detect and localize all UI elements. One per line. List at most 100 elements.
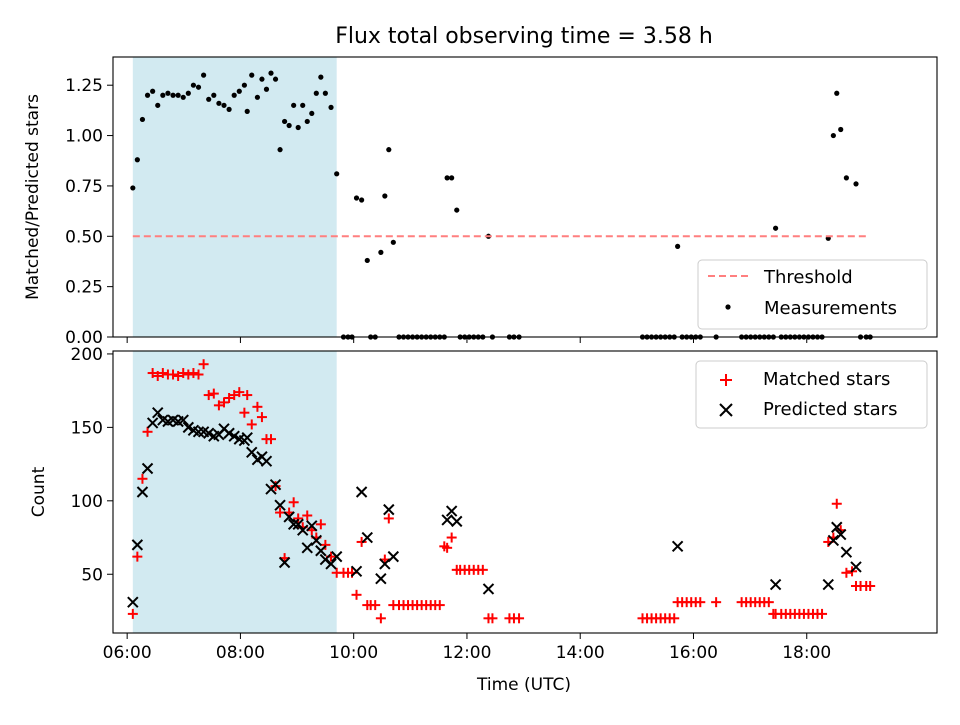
measurement-point (830, 132, 836, 139)
matched-star-point (147, 368, 158, 379)
bottom-axes-frame (112, 350, 938, 634)
measurement-point (454, 207, 460, 213)
predicted-star-point (383, 503, 395, 516)
matched-star-point (193, 369, 204, 380)
predicted-star-point (315, 545, 327, 557)
predicted-star-point (671, 540, 684, 553)
matched-star-point (127, 608, 138, 619)
bottom-y-ticks: 50 100 150 200 (71, 345, 113, 585)
matched-star-point (315, 519, 326, 530)
predicted-star-point (136, 486, 149, 498)
measurement-point (221, 102, 227, 108)
measurement-point (155, 102, 161, 108)
bottom-ytick-label: 100 (71, 492, 103, 512)
predicted-star-point (355, 486, 368, 498)
predicted-star-point (127, 596, 139, 608)
bottom-xtick-label: 18:00 (782, 643, 831, 663)
bottom-ytick-label: 50 (81, 565, 103, 585)
matched-star-point (152, 370, 163, 381)
top-panel: 0.00 0.25 0.50 0.75 1.00 1.25 Matched/Predict… (23, 56, 938, 348)
x-axis-label: Time (UTC) (476, 675, 571, 695)
top-legend: Threshold Measurements (697, 259, 928, 330)
predicted-star-point (131, 539, 144, 551)
measurement-point (241, 82, 247, 88)
predicted-star-point (827, 534, 840, 547)
legend-matched-swatch (720, 374, 732, 386)
chart-title: Flux total observing time = 3.58 h (335, 24, 713, 49)
measurement-point (364, 257, 370, 264)
bottom-ytick-label: 200 (71, 345, 103, 365)
measurement-point (180, 94, 186, 100)
matched-star-point (239, 407, 250, 418)
measurement-point (853, 181, 859, 187)
matched-star-point (487, 613, 498, 624)
top-x-ticks (126, 337, 808, 343)
matched-star-point (288, 497, 299, 508)
measurement-point (449, 175, 455, 181)
bottom-xtick-label: 14:00 (556, 643, 605, 663)
measurement-point (244, 108, 250, 114)
matched-star-point (356, 536, 367, 547)
measurement-point (216, 100, 222, 106)
matched-star-point (669, 613, 680, 624)
measurement-point (843, 175, 849, 181)
measurement-point (259, 76, 265, 82)
matched-star-point (442, 542, 453, 553)
predicted-star-point (441, 514, 453, 526)
predicted-star-point (822, 578, 834, 591)
measurement-point (675, 243, 681, 249)
matched-star-point (213, 400, 224, 411)
predicted-star-point (283, 511, 295, 523)
measurement-point (160, 92, 166, 98)
bottom-xtick-label: 08:00 (216, 643, 265, 663)
top-axes-frame (112, 56, 938, 338)
predicted-star-point (241, 431, 253, 444)
predicted-star-point (301, 542, 313, 554)
predicted-star-point (274, 499, 286, 511)
top-y-axis-label: Matched/Predicted stars (23, 94, 43, 300)
top-ytick-label: 0.00 (65, 328, 103, 348)
matched-star-point (275, 507, 286, 518)
legend-matched-label: Matched stars (763, 369, 890, 390)
matched-star-point (242, 390, 253, 401)
matched-star-point (203, 390, 214, 401)
predicted-star-point (146, 417, 159, 429)
measurement-point (190, 82, 197, 88)
top-y-ticks: 0.00 0.25 0.50 0.75 1.00 1.25 (65, 76, 113, 348)
measurement-point (236, 88, 242, 94)
measurement-point (359, 197, 365, 203)
top-legend-box (697, 259, 928, 330)
measurement-point (838, 126, 844, 133)
measurement-point (226, 106, 232, 112)
measurement-point (272, 76, 279, 82)
observing-window-shade (132, 57, 337, 337)
legend-predicted-swatch (719, 403, 733, 417)
measurement-point (263, 86, 270, 92)
matched-star-point (514, 613, 525, 624)
top-ytick-label: 0.25 (65, 278, 103, 298)
matched-star-point (246, 419, 257, 430)
matched-star-point (137, 473, 148, 484)
measurement-point (386, 147, 392, 153)
predicted-star-point (361, 531, 373, 544)
bottom-xtick-label: 16:00 (669, 643, 718, 663)
measurement-point (206, 96, 212, 102)
predicted-star-point (850, 561, 862, 573)
predicted-star-point (260, 455, 273, 467)
predicted-star-point (482, 583, 495, 595)
matched-star-point (270, 481, 281, 492)
predicted-star-point (769, 578, 782, 591)
matched-star-point (302, 510, 313, 521)
predicted-star-point (192, 426, 205, 438)
matched-star-point (351, 589, 362, 600)
bottom-xtick-label: 06:00 (103, 643, 152, 663)
measurement-point (165, 90, 171, 96)
matched-star-point (218, 397, 229, 408)
measurement-point (211, 92, 217, 98)
top-ytick-label: 1.25 (65, 76, 103, 96)
matched-star-point (252, 401, 263, 412)
measurement-point (390, 239, 396, 245)
matched-star-point (711, 597, 722, 608)
bottom-legend: Matched stars Predicted stars (695, 360, 928, 429)
top-ytick-label: 1.00 (65, 127, 103, 147)
